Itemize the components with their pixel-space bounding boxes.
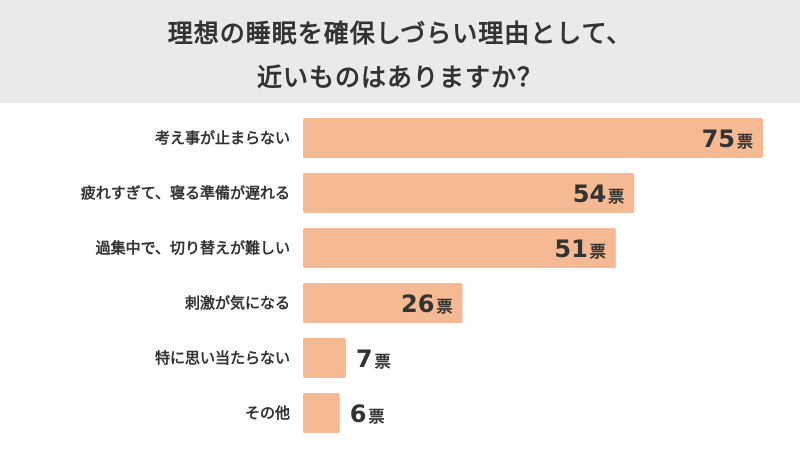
data-value: 7 bbox=[356, 345, 373, 373]
data-label: 54 票 bbox=[573, 180, 624, 208]
bar bbox=[303, 393, 340, 433]
category-label: 疲れすぎて、寝る準備が遅れる bbox=[81, 184, 290, 202]
data-value: 26 bbox=[401, 290, 434, 318]
data-unit: 票 bbox=[436, 297, 452, 316]
bar bbox=[303, 338, 346, 378]
category-label: 過集中で、切り替えが難しい bbox=[95, 239, 290, 257]
bar bbox=[303, 228, 616, 268]
data-label: 75 票 bbox=[702, 125, 753, 153]
bar bbox=[303, 283, 463, 323]
data-label: 51 票 bbox=[554, 235, 605, 263]
data-unit: 票 bbox=[737, 132, 753, 151]
data-value: 75 bbox=[702, 125, 735, 153]
data-unit: 票 bbox=[375, 352, 391, 371]
data-unit: 票 bbox=[608, 187, 624, 206]
chart-title-line-1: 理想の睡眠を確保しづらい理由として、 bbox=[167, 19, 633, 48]
bar bbox=[303, 173, 635, 213]
data-value: 51 bbox=[554, 235, 587, 263]
category-label: 考え事が止まらない bbox=[155, 129, 290, 147]
data-value: 54 bbox=[573, 180, 606, 208]
category-label: 刺激が気になる bbox=[185, 294, 290, 312]
data-value: 6 bbox=[350, 400, 367, 428]
category-label: 特に思い当たらない bbox=[155, 349, 290, 367]
data-unit: 票 bbox=[590, 242, 606, 261]
title-banner: 理想の睡眠を確保しづらい理由として、 近いものはありますか？ bbox=[0, 0, 800, 103]
data-label: 26 票 bbox=[401, 290, 452, 318]
data-unit: 票 bbox=[369, 407, 385, 426]
category-label: その他 bbox=[245, 404, 290, 422]
bar bbox=[303, 118, 763, 158]
chart-title-line-2: 近いものはありますか？ bbox=[256, 63, 543, 92]
